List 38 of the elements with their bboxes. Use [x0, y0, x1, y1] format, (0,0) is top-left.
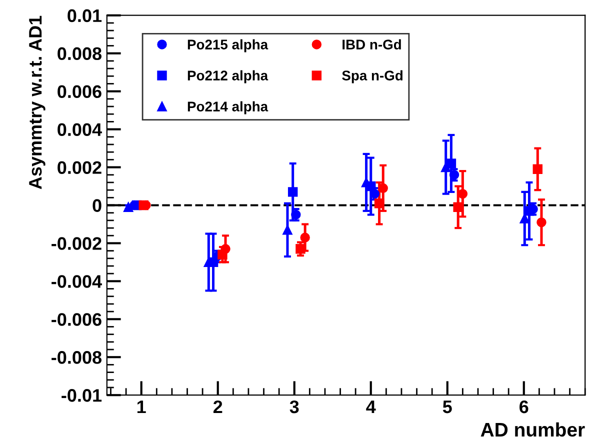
legend-label: IBD n-Gd [342, 39, 401, 50]
legend-label: Po215 alpha [188, 39, 268, 52]
point [218, 250, 228, 260]
x-tick-label: 6 [520, 400, 528, 414]
point [378, 183, 388, 194]
legend-label: Spa n-Gd [342, 70, 402, 84]
y-tick-label: 0.01 [68, 9, 102, 22]
point [288, 187, 298, 197]
legend-label: Po214 alpha [188, 101, 268, 114]
x-axis-title: AD number [480, 422, 585, 437]
point [524, 206, 534, 216]
point [282, 225, 292, 235]
point [296, 244, 306, 254]
point [458, 188, 468, 199]
y-tick-label: 0 [92, 199, 102, 212]
point [300, 232, 310, 242]
y-axis-title: Asymmtry w.r.t. AD1 [29, 16, 46, 190]
x-tick-label: 4 [366, 400, 376, 414]
y-tick-label: 0.002 [58, 161, 102, 174]
x-tick-label: 2 [213, 400, 222, 414]
legend-label: Po212 alpha [188, 70, 268, 84]
point [536, 217, 546, 228]
x-tick-label: 3 [290, 400, 299, 414]
point [532, 164, 543, 174]
point [374, 198, 384, 208]
y-tick-label: 0.004 [58, 123, 102, 136]
y-tick-label: -0.008 [52, 351, 102, 364]
x-tick-label: 5 [442, 400, 452, 414]
y-tick-label: 0.006 [58, 85, 102, 98]
y-tick-label: -0.006 [52, 313, 102, 326]
y-tick-label: -0.01 [62, 389, 102, 402]
y-tick-label: -0.002 [52, 237, 102, 250]
y-tick-label: 0.008 [58, 47, 102, 60]
point [440, 162, 451, 172]
point [453, 202, 463, 212]
y-tick-label: -0.004 [52, 275, 102, 288]
point [138, 200, 149, 210]
x-tick-label: 1 [137, 400, 146, 414]
